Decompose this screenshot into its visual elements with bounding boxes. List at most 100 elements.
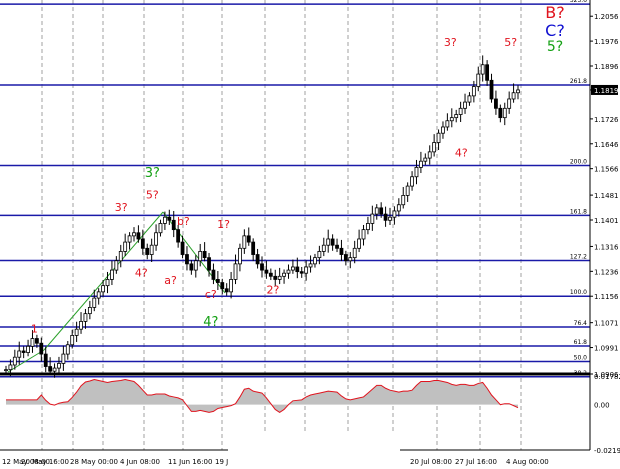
candle-body: [65, 344, 70, 355]
candle-body: [295, 266, 300, 273]
fib-level-label: 100.0: [570, 289, 587, 296]
candle-body: [193, 260, 198, 271]
candle-body: [313, 257, 317, 265]
candle-body: [79, 321, 83, 330]
price-tick-label: 1.1401: [594, 217, 619, 225]
wave-label: 4?: [455, 147, 468, 160]
candle-body: [215, 279, 220, 283]
candle-body: [4, 369, 8, 372]
candle-body: [12, 356, 17, 366]
candle-body: [498, 107, 503, 119]
candle-body: [176, 229, 181, 243]
wave-label: 4?: [135, 266, 148, 279]
price-tick-label: 1.1071: [594, 320, 619, 328]
candle-body: [8, 364, 13, 371]
fib-level-label: 61.8: [574, 339, 588, 346]
candle-body: [326, 238, 331, 246]
candle-body: [401, 195, 406, 206]
candle-body: [198, 251, 203, 262]
fib-level-label: 161.8: [570, 208, 587, 215]
candle-body: [189, 263, 194, 271]
candle-body: [123, 241, 128, 252]
candle-body: [299, 271, 304, 274]
big-wave-label: C?: [545, 21, 565, 40]
candle-body: [273, 275, 278, 280]
candle-body: [494, 98, 498, 109]
candle-body: [260, 263, 264, 271]
candle-body: [485, 64, 490, 81]
candle-body: [511, 92, 516, 100]
candle-body: [30, 338, 35, 347]
time-tick-label: 11 Jun 16:00: [168, 458, 212, 466]
price-tick-label: 1.1316: [594, 243, 619, 251]
time-tick-label: 28 May 00:00: [70, 458, 118, 466]
candle-body: [410, 176, 414, 187]
candle-body: [229, 279, 234, 293]
candle-body: [467, 95, 472, 103]
candle-body: [34, 338, 39, 344]
candle-body: [140, 238, 145, 249]
trend-line: [7, 349, 45, 373]
candle-body: [52, 367, 57, 372]
candle-body: [149, 244, 154, 255]
wave-label: c?: [205, 288, 217, 301]
big-wave-label: 5?: [547, 39, 563, 55]
big-wave-label: B?: [545, 3, 564, 22]
price-tick-label: 1.1646: [594, 141, 619, 149]
candle-body: [383, 213, 388, 221]
candle-body: [127, 235, 132, 243]
candle-body: [374, 207, 379, 215]
instaforex-logo: instaforex: [238, 434, 388, 464]
wave-label: 1?: [217, 218, 230, 231]
candle-body: [286, 269, 291, 274]
candle-body: [220, 282, 225, 290]
candle-body: [87, 307, 92, 315]
candle-body: [290, 266, 295, 271]
time-tick-label: 20 Jul 08:00: [410, 458, 452, 466]
time-tick-label: 4 Jun 08:00: [120, 458, 160, 466]
logo-icon: [242, 439, 260, 459]
candle-body: [432, 142, 437, 153]
candle-body: [445, 120, 450, 128]
time-tick-label: 20 May 16:00: [21, 458, 69, 466]
candle-body: [180, 241, 185, 255]
time-tick-label: 27 Jul 16:00: [455, 458, 497, 466]
candle-body: [83, 313, 88, 322]
wave-labels: 1 3? 5? 3? 4? b? a? 1? c? 4? 2? 3? 4? 5?: [31, 36, 517, 335]
candle-body: [251, 241, 256, 255]
price-tick-label: 1.2056: [594, 13, 619, 21]
candle-body: [242, 235, 247, 249]
candle-body: [70, 335, 75, 346]
candle-body: [202, 251, 207, 259]
wave-label: 5?: [504, 36, 517, 49]
fib-level-label: 323.6: [570, 0, 587, 4]
candle-body: [516, 89, 520, 94]
indicator-tick-label: -0.02198: [594, 447, 620, 455]
candle-body: [476, 73, 481, 87]
candle-body: [471, 86, 476, 97]
candle-body: [388, 216, 392, 221]
candle-body: [92, 297, 97, 308]
wave-label: a?: [164, 274, 177, 287]
candle-body: [339, 247, 344, 255]
big-wave-labels: B?C?5?: [545, 3, 565, 55]
candle-body: [233, 263, 238, 280]
candle-body: [114, 260, 119, 271]
fib-level-label: 127.2: [570, 253, 587, 260]
candle-body: [145, 247, 150, 255]
candle-body: [48, 366, 53, 372]
fib-level-label: 50.0: [574, 355, 588, 362]
price-tick-label: 1.1566: [594, 166, 619, 174]
candle-body: [277, 275, 282, 280]
candle-body: [361, 229, 366, 240]
candle-body: [379, 207, 384, 215]
candle-body: [105, 279, 110, 287]
candle-body: [480, 64, 485, 75]
fib-level-label: 200.0: [570, 159, 587, 166]
candle-body: [507, 98, 512, 109]
candle-body: [463, 101, 467, 109]
indicator-tick-label: 0.01782: [594, 373, 620, 381]
candle-body: [308, 263, 313, 268]
candle-body: [43, 353, 48, 367]
